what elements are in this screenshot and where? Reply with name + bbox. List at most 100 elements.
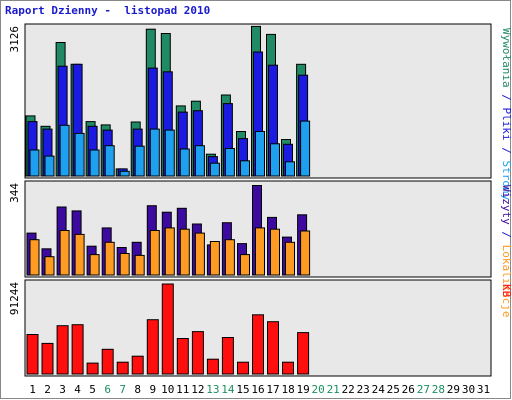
bar-kb-day-6 — [101, 348, 114, 375]
bar-kb-day-15 — [237, 361, 249, 375]
panel-middle-ymax-label: 344 — [8, 183, 21, 203]
bar-strony-day-6 — [104, 145, 115, 177]
bar-kb-day-1 — [26, 334, 39, 375]
x-tick-label: 5 — [89, 383, 96, 396]
bar-lokalizacje-day-6 — [104, 241, 115, 276]
x-tick-label: 12 — [191, 383, 204, 396]
x-tick-label: 15 — [236, 383, 249, 396]
panel-top-ymax-label: 3126 — [8, 26, 21, 53]
legend-segment: Pliki — [500, 107, 512, 140]
panel-top-legend: Wywołania / Pliki / Strony — [500, 28, 512, 201]
x-tick-label: 2 — [44, 383, 51, 396]
bar-kb-day-13 — [206, 358, 219, 375]
legend-segment: / — [500, 88, 512, 108]
bar-lokalizacje-day-12 — [194, 232, 205, 276]
x-tick-label: 30 — [462, 383, 475, 396]
bar-strony-day-18 — [285, 161, 295, 177]
x-tick-label: 23 — [357, 383, 370, 396]
bar-strony-day-15 — [240, 160, 250, 177]
x-tick-label: 3 — [59, 383, 66, 396]
bar-lokalizacje-day-11 — [179, 228, 190, 276]
bar-lokalizacje-day-17 — [270, 228, 280, 276]
bar-kb-day-17 — [267, 321, 279, 375]
bar-strony-day-9 — [149, 128, 160, 177]
x-tick-label: 22 — [342, 383, 355, 396]
legend-segment: Strony — [500, 160, 512, 200]
legend-segment: Wizyty — [500, 185, 512, 225]
bar-kb-day-7 — [116, 361, 129, 375]
panel-bottom-ymax-label: 91244 — [8, 282, 21, 315]
bar-strony-day-4 — [74, 132, 85, 177]
legend-segment: KB — [500, 284, 512, 298]
bar-strony-day-13 — [209, 162, 220, 177]
bar-kb-day-12 — [191, 331, 204, 375]
bar-strony-day-1 — [29, 149, 40, 177]
bar-lokalizacje-day-14 — [224, 239, 235, 276]
x-tick-label: 1 — [29, 383, 36, 396]
bar-lokalizacje-day-8 — [134, 254, 145, 276]
bar-lokalizacje-day-9 — [149, 230, 160, 276]
bar-strony-day-10 — [164, 129, 175, 177]
legend-segment: Wywołania — [500, 28, 512, 88]
x-tick-label: 16 — [251, 383, 264, 396]
bar-kb-day-9 — [146, 319, 159, 375]
x-tick-label: 28 — [432, 383, 445, 396]
bar-lokalizacje-day-18 — [285, 241, 295, 276]
bar-lokalizacje-day-2 — [44, 256, 55, 276]
bar-strony-day-17 — [270, 143, 280, 177]
legend-segment: Lokalizacje — [500, 245, 512, 318]
x-tick-label: 20 — [311, 383, 324, 396]
bar-strony-day-5 — [89, 149, 100, 177]
bar-lokalizacje-day-3 — [59, 230, 70, 276]
x-tick-label: 11 — [176, 383, 189, 396]
bar-kb-day-2 — [41, 342, 54, 375]
x-tick-label: 9 — [149, 383, 156, 396]
x-tick-label: 17 — [266, 383, 279, 396]
x-tick-label: 18 — [281, 383, 294, 396]
bar-kb-day-19 — [297, 332, 310, 375]
bar-lokalizacje-day-19 — [300, 230, 311, 276]
bar-kb-day-14 — [221, 337, 234, 375]
bar-kb-day-10 — [161, 283, 174, 375]
bar-kb-day-5 — [86, 362, 99, 375]
bar-strony-day-16 — [255, 131, 265, 177]
bar-strony-day-8 — [134, 145, 145, 177]
bar-lokalizacje-day-4 — [74, 233, 85, 276]
bar-lokalizacje-day-5 — [89, 254, 100, 276]
bar-kb-day-18 — [282, 361, 294, 375]
panel-middle-legend: Wizyty / Lokalizacje — [500, 185, 512, 317]
legend-segment: / — [500, 225, 512, 245]
bar-kb-day-3 — [56, 325, 69, 375]
x-tick-label: 6 — [104, 383, 111, 396]
x-tick-label: 29 — [447, 383, 460, 396]
x-tick-label: 19 — [296, 383, 309, 396]
bar-strony-day-11 — [179, 148, 190, 177]
panel-bottom-legend: KB — [500, 284, 512, 298]
x-tick-label: 10 — [161, 383, 174, 396]
bar-kb-day-4 — [71, 324, 84, 375]
bar-lokalizacje-day-10 — [164, 227, 175, 276]
bar-strony-day-12 — [194, 145, 205, 177]
bar-kb-day-16 — [252, 314, 264, 375]
x-tick-label: 8 — [134, 383, 141, 396]
bar-strony-day-3 — [59, 124, 70, 177]
x-tick-label: 14 — [221, 383, 235, 396]
x-tick-label: 21 — [327, 383, 340, 396]
chart-title: Raport Dzienny - listopad 2010 — [5, 4, 211, 17]
x-tick-label: 25 — [387, 383, 400, 396]
legend-segment: / — [500, 141, 512, 161]
bar-lokalizacje-day-16 — [255, 227, 265, 276]
x-tick-label: 7 — [119, 383, 126, 396]
bar-strony-day-2 — [44, 155, 55, 177]
bar-strony-day-14 — [224, 148, 235, 177]
x-tick-label: 27 — [417, 383, 430, 396]
bar-lokalizacje-day-15 — [240, 254, 250, 276]
bar-strony-day-7 — [119, 170, 130, 177]
x-tick-label: 24 — [372, 383, 386, 396]
bar-kb-day-11 — [176, 338, 189, 375]
bar-lokalizacje-day-1 — [29, 239, 40, 276]
x-tick-label: 13 — [206, 383, 219, 396]
